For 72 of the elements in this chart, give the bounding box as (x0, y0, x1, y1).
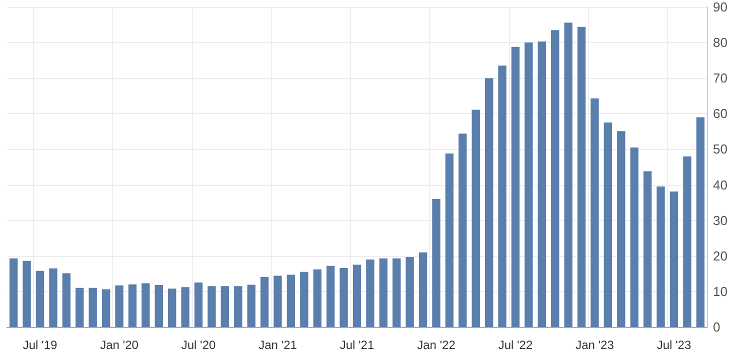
bar (630, 147, 638, 327)
bar (22, 260, 31, 327)
y-tick-label: 30 (713, 212, 728, 228)
bar (472, 110, 480, 327)
bar (10, 258, 18, 327)
bar (181, 287, 190, 327)
bar (524, 42, 533, 327)
bar (458, 134, 467, 327)
bar (274, 276, 282, 327)
bar (392, 258, 401, 327)
bar (76, 288, 84, 327)
bar (551, 30, 560, 327)
bar (36, 270, 44, 327)
x-tick-label: Jan '23 (576, 338, 614, 352)
bar (418, 252, 428, 327)
bar (484, 78, 494, 327)
bar (326, 266, 335, 327)
bar (313, 269, 322, 327)
bar (247, 284, 256, 327)
y-tick-label: 50 (713, 142, 728, 157)
y-tick-label: 10 (713, 284, 728, 299)
bar (538, 41, 546, 327)
x-tick-label: Jan '21 (258, 338, 298, 352)
bar (352, 264, 362, 327)
bar (406, 256, 414, 327)
bar (102, 289, 110, 327)
bar (696, 117, 704, 327)
x-tick-label: Jul '19 (22, 338, 58, 352)
y-tick-label: 0 (713, 320, 720, 334)
bar (62, 273, 71, 327)
bar (154, 285, 163, 327)
bar (643, 171, 652, 327)
bar (115, 285, 124, 327)
bar (340, 268, 348, 327)
bar (260, 276, 269, 327)
y-tick-label: 40 (713, 177, 728, 192)
y-tick-label: 60 (713, 106, 728, 122)
bar (432, 199, 440, 327)
x-tick-label: Jul '21 (340, 338, 374, 352)
bar (234, 286, 242, 327)
x-tick-label: Jul '20 (181, 338, 216, 352)
x-tick-label: Jan '22 (417, 338, 456, 352)
bar (379, 258, 388, 327)
bar (604, 122, 612, 327)
x-tick-label: Jan '20 (100, 338, 139, 352)
bar (656, 186, 665, 327)
bar (220, 286, 230, 327)
y-tick-label: 70 (713, 70, 728, 86)
bar (168, 288, 176, 327)
bar (670, 192, 678, 327)
bar (194, 282, 203, 327)
bar (577, 26, 586, 327)
bar (564, 22, 572, 327)
bar (49, 268, 58, 327)
bar (208, 286, 216, 327)
bar (286, 274, 296, 327)
bar (128, 284, 137, 327)
bar (88, 288, 97, 327)
bar (142, 283, 150, 327)
bar (617, 131, 626, 327)
y-tick-label: 80 (713, 35, 728, 50)
y-tick-label: 90 (713, 0, 728, 14)
bar (498, 66, 506, 327)
y-tick-label: 20 (713, 248, 728, 264)
bar (300, 272, 308, 327)
bar (445, 153, 454, 327)
bar (590, 98, 599, 327)
bar (511, 46, 520, 327)
bar (683, 156, 692, 327)
x-tick-label: Jul '22 (498, 338, 533, 352)
x-tick-label: Jul '23 (656, 338, 692, 352)
bar (366, 259, 374, 327)
